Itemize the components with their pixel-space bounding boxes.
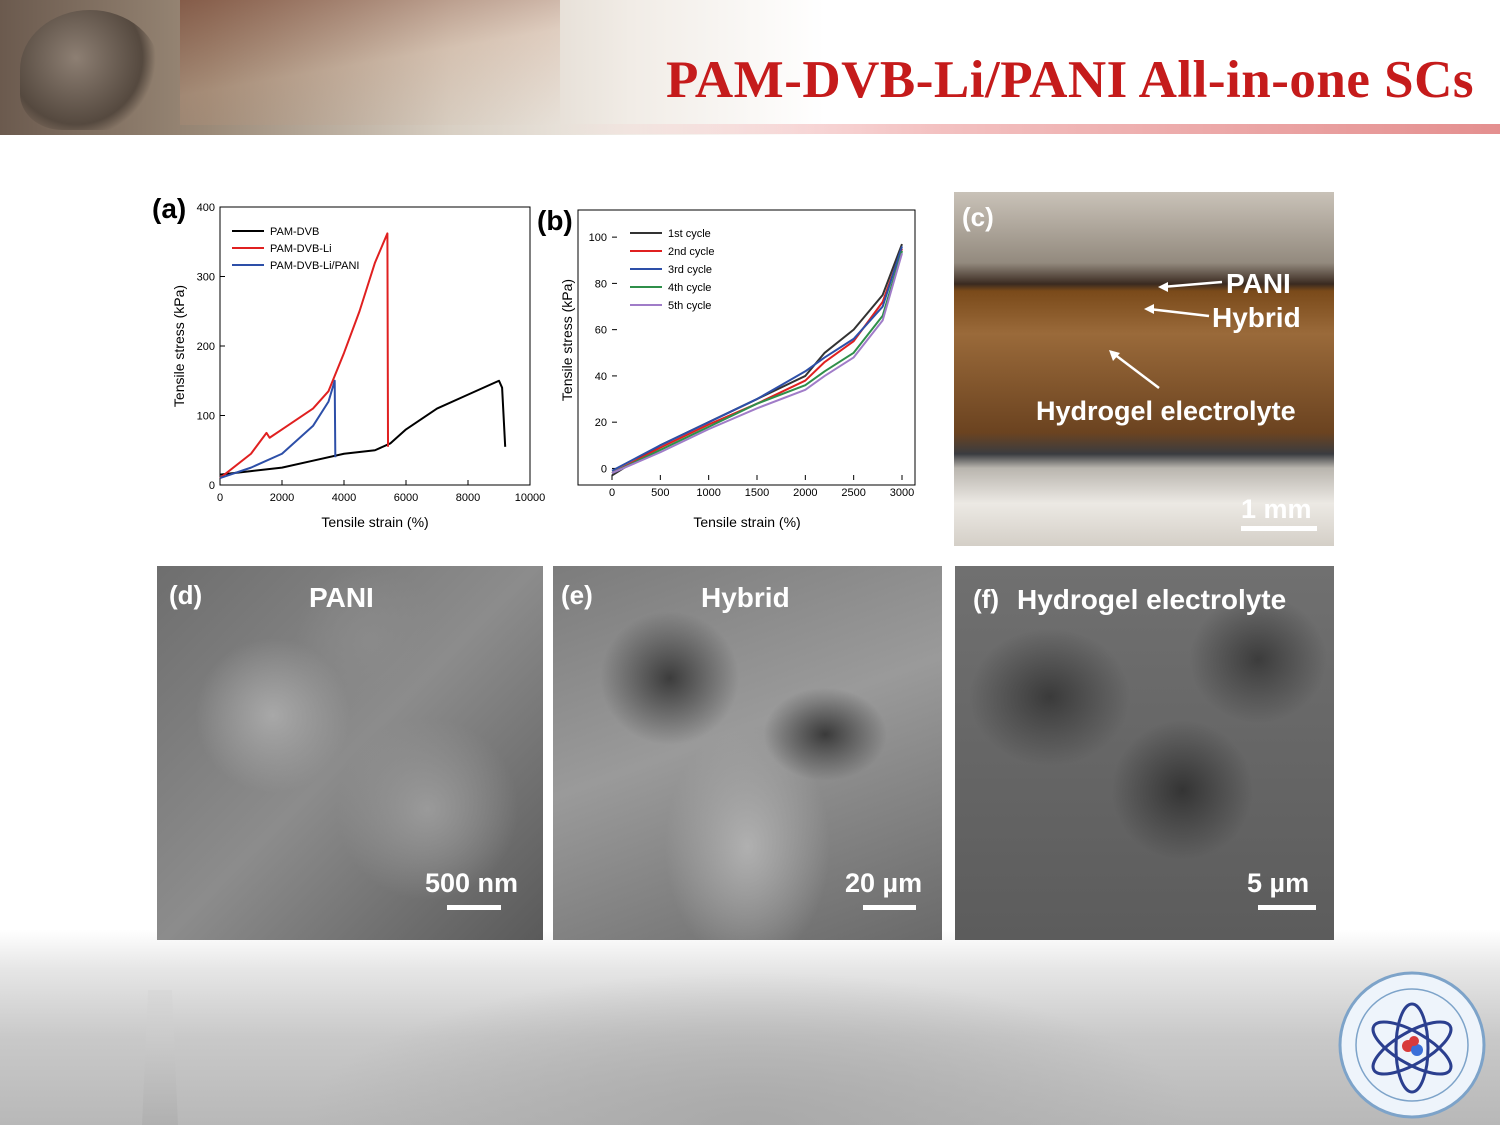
axes: 0 2000 4000 6000 8000 10000 0 100 200 300 400: [197, 202, 546, 504]
y-tick-label: 300: [197, 272, 215, 284]
panel-c-label: (c): [962, 202, 994, 232]
annotation-hydrogel-electrolyte: Hydrogel electrolyte: [1036, 396, 1296, 426]
scale-bar: [1258, 905, 1316, 910]
x-tick-label: 10000: [515, 492, 546, 504]
panel-f-label: (f): [973, 584, 999, 614]
plot-frame: [577, 209, 916, 486]
scale-bar: [863, 905, 916, 910]
y-tick-label: 80: [595, 278, 607, 290]
panel-b-label: (b): [537, 205, 573, 236]
series-group: [219, 232, 507, 479]
y-tick-label: 100: [589, 232, 607, 244]
annotation-hybrid: Hybrid: [1212, 302, 1301, 333]
legend-entry: PAM-DVB-Li/PANI: [270, 260, 359, 272]
x-tick-label: 3000: [890, 487, 914, 499]
x-tick-label: 2000: [270, 492, 294, 504]
y-tick-label: 100: [197, 411, 215, 423]
panel-a-label: (a): [152, 193, 186, 224]
y-tick-label: 0: [601, 463, 607, 475]
legend-entry: 3rd cycle: [668, 264, 712, 276]
legend-entry: PAM-DVB: [270, 226, 319, 238]
panel-f-title: Hydrogel electrolyte: [1017, 584, 1287, 615]
y-axis-label: Tensile stress (kPa): [559, 279, 575, 401]
series-line-1: [219, 379, 507, 476]
y-tick-label: 400: [197, 202, 215, 214]
panel-d-sem-image: (d) PANI 500 nm: [157, 566, 543, 940]
legend: PAM-DVB PAM-DVB-Li PAM-DVB-Li/PANI: [232, 226, 359, 272]
annotation-pani: PANI: [1226, 268, 1291, 299]
series-line-2: [611, 248, 903, 474]
x-tick-label: 2000: [793, 487, 817, 499]
panel-d-label: (d): [169, 580, 203, 610]
series-group: [611, 243, 903, 477]
title-underline: [560, 124, 1500, 134]
y-tick-label: 0: [209, 480, 215, 492]
series-line-3: [219, 379, 337, 479]
y-axis-label: Tensile stress (kPa): [171, 285, 187, 407]
footer-landscape: [300, 970, 1200, 1125]
panel-d-title: PANI: [309, 582, 374, 613]
panel-e-label: (e): [561, 580, 593, 610]
x-tick-label: 2500: [841, 487, 865, 499]
legend-entry: 5th cycle: [668, 300, 711, 312]
scale-bar-label: 20 µm: [845, 868, 923, 898]
x-tick-label: 8000: [456, 492, 480, 504]
x-tick-label: 4000: [332, 492, 356, 504]
legend-entry: PAM-DVB-Li: [270, 243, 332, 255]
panel-e-sem-image: (e) Hybrid 20 µm: [553, 566, 942, 940]
y-tick-label: 60: [595, 325, 607, 337]
scale-bar-label: 5 µm: [1247, 868, 1310, 898]
plot-frame: [219, 206, 531, 486]
y-tick-label: 40: [595, 371, 607, 383]
header-banner: [0, 0, 1500, 135]
series-line-2: [219, 232, 390, 479]
series-line-1: [611, 243, 903, 477]
x-tick-label: 0: [609, 487, 615, 499]
axes: 0 500 1000 1500 2000 2500 3000 0 20 40 60 80 100: [589, 232, 915, 499]
x-tick-label: 6000: [394, 492, 418, 504]
legend-entry: 4th cycle: [668, 282, 711, 294]
scale-bar: [447, 905, 501, 910]
stone-lion-photo: [20, 10, 160, 130]
legend: 1st cycle 2nd cycle 3rd cycle 4th cycle 5th …: [630, 228, 714, 312]
chart-b: (b) 0 500 1000 1500 2000 2500 3000 0 20 40 60 80 100…: [537, 205, 916, 530]
footer-background: [0, 930, 1500, 1125]
annotation-arrows: [1109, 280, 1223, 389]
x-axis-label: Tensile strain (%): [693, 514, 800, 530]
y-tick-label: 20: [595, 417, 607, 429]
series-line-5: [611, 253, 903, 474]
scale-bar-label: 500 nm: [425, 868, 519, 898]
chart-a: (a) 0 2000 4000 6000 8000 100000100200300400 …: [152, 193, 546, 530]
palace-roof-photo: [180, 0, 560, 125]
legend-entry: 2nd cycle: [668, 246, 714, 258]
panel-c-optical-image: (c) PANI Hybrid Hydrogel electrolyte 1 m…: [954, 192, 1334, 546]
x-axis-label: Tensile strain (%): [321, 514, 428, 530]
x-tick-label: 500: [651, 487, 669, 499]
slide-title: PAM-DVB-Li/PANI All-in-one SCs: [665, 51, 1474, 109]
footer-pagoda: [142, 990, 178, 1125]
series-line-4: [611, 250, 903, 474]
scale-bar-label: 1 mm: [1241, 494, 1312, 524]
panel-f-sem-image: (f) Hydrogel electrolyte 5 µm: [955, 566, 1334, 940]
x-tick-label: 0: [217, 492, 223, 504]
group-logo: [1338, 971, 1486, 1119]
series-line-3: [611, 246, 903, 472]
legend-entry: 1st cycle: [668, 228, 711, 240]
y-tick-label: 200: [197, 341, 215, 353]
panel-e-title: Hybrid: [701, 582, 790, 613]
x-tick-label: 1000: [696, 487, 720, 499]
scale-bar: [1241, 526, 1317, 531]
x-tick-label: 1500: [745, 487, 769, 499]
